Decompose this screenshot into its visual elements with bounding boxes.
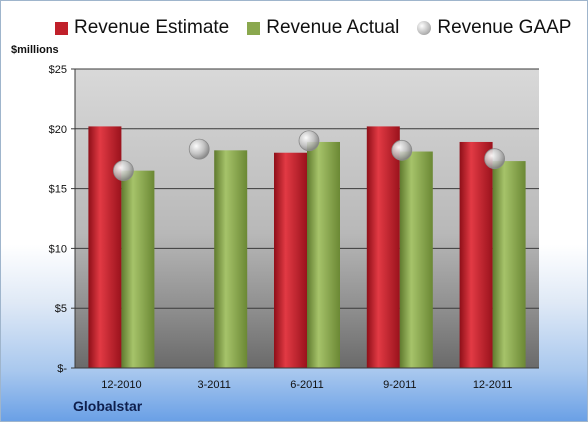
bar-estimate-12-2011 bbox=[459, 141, 493, 368]
bar-actual-12-2011 bbox=[492, 161, 526, 368]
legend-swatch-actual bbox=[247, 21, 261, 35]
marker-gaap-12-2010 bbox=[113, 160, 134, 182]
legend-swatch-gaap bbox=[417, 21, 432, 35]
bars bbox=[88, 126, 526, 369]
x-tick-label-9-2011: 9-2011 bbox=[383, 379, 416, 391]
legend-label-estimate: Revenue Estimate bbox=[74, 17, 230, 38]
y-tick-label-0: $- bbox=[57, 363, 67, 375]
marker-gaap-9-2011 bbox=[391, 139, 413, 161]
legend: Revenue Estimate Revenue Actual Revenue … bbox=[55, 17, 571, 39]
legend-item-estimate: Revenue Estimate bbox=[55, 17, 229, 39]
x-tick-label-6-2011: 6-2011 bbox=[290, 379, 323, 391]
y-tick-label-5: $25 bbox=[49, 64, 67, 76]
y-tick-label-3: $15 bbox=[49, 184, 67, 196]
x-axis-ticks: 12-2010 3-2011 6-2011 9-2011 12-2011 bbox=[75, 367, 539, 391]
bar-actual-6-2011 bbox=[307, 141, 340, 368]
legend-item-gaap: Revenue GAAP bbox=[417, 17, 571, 39]
bar-estimate-12-2010 bbox=[88, 126, 122, 369]
y-tick-label-2: $10 bbox=[49, 243, 67, 255]
bar-actual-3-2011 bbox=[214, 150, 248, 368]
legend-item-actual: Revenue Actual bbox=[247, 17, 399, 39]
y-tick-label-1: $5 bbox=[55, 303, 67, 315]
x-tick-label-3-2011: 3-2011 bbox=[197, 379, 230, 391]
marker-gaap-12-2011 bbox=[484, 148, 506, 170]
bar-actual-12-2010 bbox=[121, 170, 155, 368]
y-axis-ticks: $- $5 $10 $15 $20 $25 bbox=[49, 64, 76, 375]
legend-label-actual: Revenue Actual bbox=[266, 17, 400, 38]
legend-label-gaap: Revenue GAAP bbox=[437, 17, 572, 38]
company-name: Globalstar bbox=[73, 398, 143, 414]
bar-estimate-6-2011 bbox=[274, 152, 307, 368]
legend-swatch-estimate bbox=[55, 21, 68, 35]
x-tick-label-12-2011: 12-2011 bbox=[473, 379, 513, 391]
bar-actual-9-2011 bbox=[399, 151, 433, 368]
bar-estimate-9-2011 bbox=[366, 126, 400, 369]
x-tick-label-12-2010: 12-2010 bbox=[101, 379, 141, 391]
marker-gaap-3-2011 bbox=[188, 138, 210, 160]
y-tick-label-4: $20 bbox=[49, 124, 67, 136]
gaap-markers bbox=[113, 130, 506, 182]
marker-gaap-6-2011 bbox=[298, 130, 320, 152]
y-axis-label: $millions bbox=[11, 44, 59, 56]
